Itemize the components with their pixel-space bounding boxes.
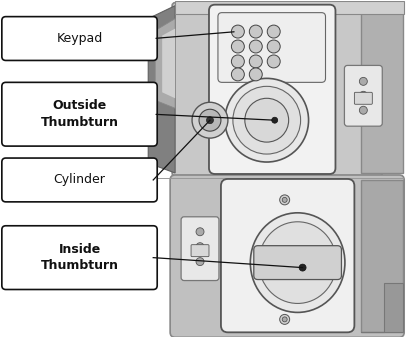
Circle shape [231, 68, 244, 81]
FancyBboxPatch shape [2, 82, 157, 146]
Circle shape [249, 55, 262, 68]
Circle shape [299, 264, 306, 271]
Circle shape [231, 25, 244, 38]
Circle shape [231, 40, 244, 53]
Circle shape [267, 25, 279, 38]
Circle shape [281, 197, 286, 202]
Bar [360, 180, 402, 332]
Circle shape [196, 228, 204, 236]
Circle shape [281, 317, 286, 322]
Circle shape [249, 40, 262, 53]
Text: Outside
Thumbturn: Outside Thumbturn [40, 99, 118, 129]
FancyBboxPatch shape [209, 5, 335, 174]
Polygon shape [162, 29, 175, 98]
Circle shape [232, 86, 300, 154]
Circle shape [358, 106, 366, 114]
Circle shape [196, 243, 204, 251]
Circle shape [225, 78, 308, 162]
FancyBboxPatch shape [181, 217, 218, 281]
FancyBboxPatch shape [344, 66, 381, 126]
Circle shape [271, 117, 277, 123]
FancyBboxPatch shape [2, 158, 157, 202]
Ellipse shape [250, 213, 344, 312]
Ellipse shape [258, 222, 336, 304]
Circle shape [196, 258, 204, 266]
FancyBboxPatch shape [191, 245, 209, 257]
Polygon shape [155, 19, 175, 108]
FancyBboxPatch shape [253, 246, 341, 280]
Circle shape [267, 55, 279, 68]
Circle shape [358, 91, 366, 99]
FancyBboxPatch shape [172, 3, 381, 176]
Circle shape [249, 68, 262, 81]
Bar [360, 6, 402, 173]
FancyBboxPatch shape [2, 17, 157, 61]
Polygon shape [148, 6, 175, 173]
Circle shape [191, 102, 227, 138]
FancyBboxPatch shape [170, 175, 403, 337]
Circle shape [267, 40, 279, 53]
FancyBboxPatch shape [220, 179, 353, 332]
Circle shape [279, 195, 289, 205]
Circle shape [358, 77, 366, 86]
Text: Keypad: Keypad [56, 32, 102, 45]
Circle shape [244, 98, 288, 142]
FancyBboxPatch shape [2, 226, 157, 290]
Circle shape [198, 109, 220, 131]
Circle shape [231, 55, 244, 68]
Circle shape [206, 117, 213, 124]
Polygon shape [360, 283, 402, 332]
FancyBboxPatch shape [353, 92, 371, 104]
Text: Inside
Thumbturn: Inside Thumbturn [40, 243, 118, 272]
Text: Cylinder: Cylinder [54, 173, 105, 187]
Circle shape [249, 25, 262, 38]
FancyBboxPatch shape [218, 13, 325, 82]
Circle shape [279, 314, 289, 324]
Bar [175, 1, 403, 14]
